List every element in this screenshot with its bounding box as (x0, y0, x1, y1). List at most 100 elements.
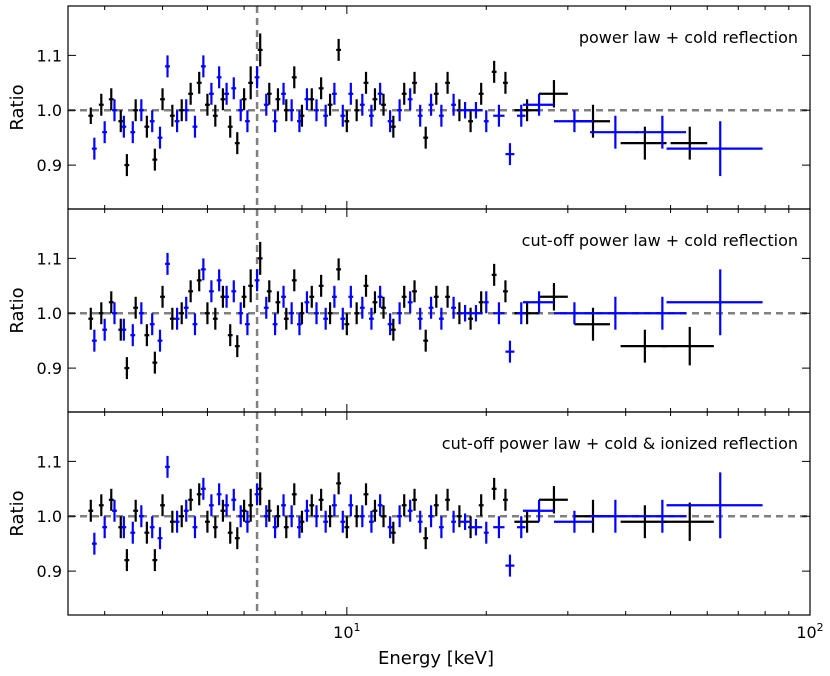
data-point-black (241, 88, 247, 111)
data-point-blue (200, 477, 206, 500)
data-point-blue (483, 291, 489, 314)
data-point-black (266, 499, 272, 522)
data-point-blue (216, 269, 222, 292)
data-point-black (433, 82, 439, 105)
data-point-blue (244, 510, 250, 533)
data-point-black (248, 66, 254, 100)
data-point-black (188, 82, 194, 105)
data-point-black (445, 285, 450, 308)
data-point-black (327, 93, 333, 116)
data-point-blue (505, 143, 515, 166)
data-point-black (257, 33, 263, 67)
data-point-blue (438, 307, 444, 330)
data-point-blue (297, 110, 302, 133)
data-point-blue (314, 505, 319, 528)
data-point-blue (407, 291, 413, 314)
data-point-blue (165, 455, 170, 478)
data-point-black (336, 38, 342, 61)
data-point-black (196, 71, 202, 94)
data-point-black (363, 71, 369, 94)
data-point-black (283, 99, 289, 122)
data-point-black (318, 488, 324, 511)
data-point-blue (483, 110, 489, 133)
data-point-black (327, 505, 333, 528)
data-point-black (220, 88, 226, 111)
data-point-blue (192, 516, 198, 539)
data-point-blue (348, 285, 354, 308)
data-point-blue (183, 99, 189, 122)
data-point-black (539, 283, 568, 311)
data-point-blue (200, 258, 206, 281)
data-point-black (433, 494, 439, 517)
data-point-black (152, 148, 158, 171)
data-point-blue (130, 521, 136, 544)
data-point-black (152, 351, 158, 374)
data-point-blue (359, 505, 365, 528)
data-point-blue (407, 499, 413, 522)
data-point-black (344, 516, 350, 539)
data-point-black (98, 302, 104, 325)
data-point-blue (635, 115, 687, 149)
y-tick-label: 1.1 (37, 249, 62, 268)
data-point-blue (254, 483, 260, 506)
data-point-blue (112, 302, 117, 325)
data-point-blue (387, 516, 393, 539)
data-point-black (204, 93, 210, 116)
data-point-blue (348, 82, 354, 105)
data-point-black (503, 71, 508, 94)
data-point-black (662, 502, 714, 541)
data-point-black (309, 494, 315, 517)
data-point-black (257, 472, 263, 506)
data-point-black (344, 110, 350, 133)
data-point-black (144, 115, 150, 138)
x-tick-label: 101 (333, 621, 360, 642)
y-tick-label: 0.9 (37, 359, 62, 378)
data-point-blue (231, 488, 237, 511)
data-point-black (204, 510, 210, 533)
data-point-black (503, 280, 508, 303)
data-point-blue (91, 137, 97, 160)
data-point-blue (192, 313, 198, 336)
data-point-blue (130, 324, 136, 347)
y-tick-label: 1.0 (37, 101, 62, 120)
data-point-black (291, 483, 297, 506)
data-point-blue (272, 516, 278, 539)
data-point-black (144, 324, 150, 347)
data-point-blue (289, 99, 295, 122)
data-point-blue (112, 99, 117, 122)
data-point-blue (377, 494, 383, 517)
data-point-black (212, 307, 218, 330)
data-point-black (283, 516, 289, 539)
x-tick-label: 102 (796, 621, 823, 642)
data-point-black (344, 313, 350, 336)
series-black (88, 472, 714, 572)
data-point-blue (192, 115, 198, 138)
data-point-black (445, 488, 450, 511)
data-point-blue (348, 494, 354, 517)
data-point-black (412, 71, 417, 94)
data-point-blue (397, 99, 403, 122)
panel-title: cut-off power law + cold & ionized refle… (442, 434, 798, 453)
data-point-blue (224, 494, 229, 517)
data-point-blue (493, 516, 505, 539)
data-point-blue (590, 499, 638, 533)
data-point-blue (553, 302, 594, 325)
data-point-black (620, 505, 667, 539)
series-blue (91, 252, 763, 363)
data-point-black (401, 494, 407, 517)
y-axis-title: Ratio (7, 287, 28, 333)
data-point-black (401, 82, 407, 105)
data-point-blue (505, 340, 515, 363)
data-point-blue (224, 285, 229, 308)
data-point-blue (102, 121, 108, 144)
data-point-black (491, 60, 497, 83)
data-point-blue (331, 285, 337, 308)
data-point-blue (304, 291, 310, 314)
data-point-blue (417, 510, 423, 533)
data-point-blue (359, 296, 365, 319)
data-point-blue (231, 280, 237, 303)
data-point-blue (522, 499, 554, 522)
data-point-blue (458, 513, 472, 530)
data-point-blue (635, 499, 687, 533)
data-point-black (309, 285, 315, 308)
